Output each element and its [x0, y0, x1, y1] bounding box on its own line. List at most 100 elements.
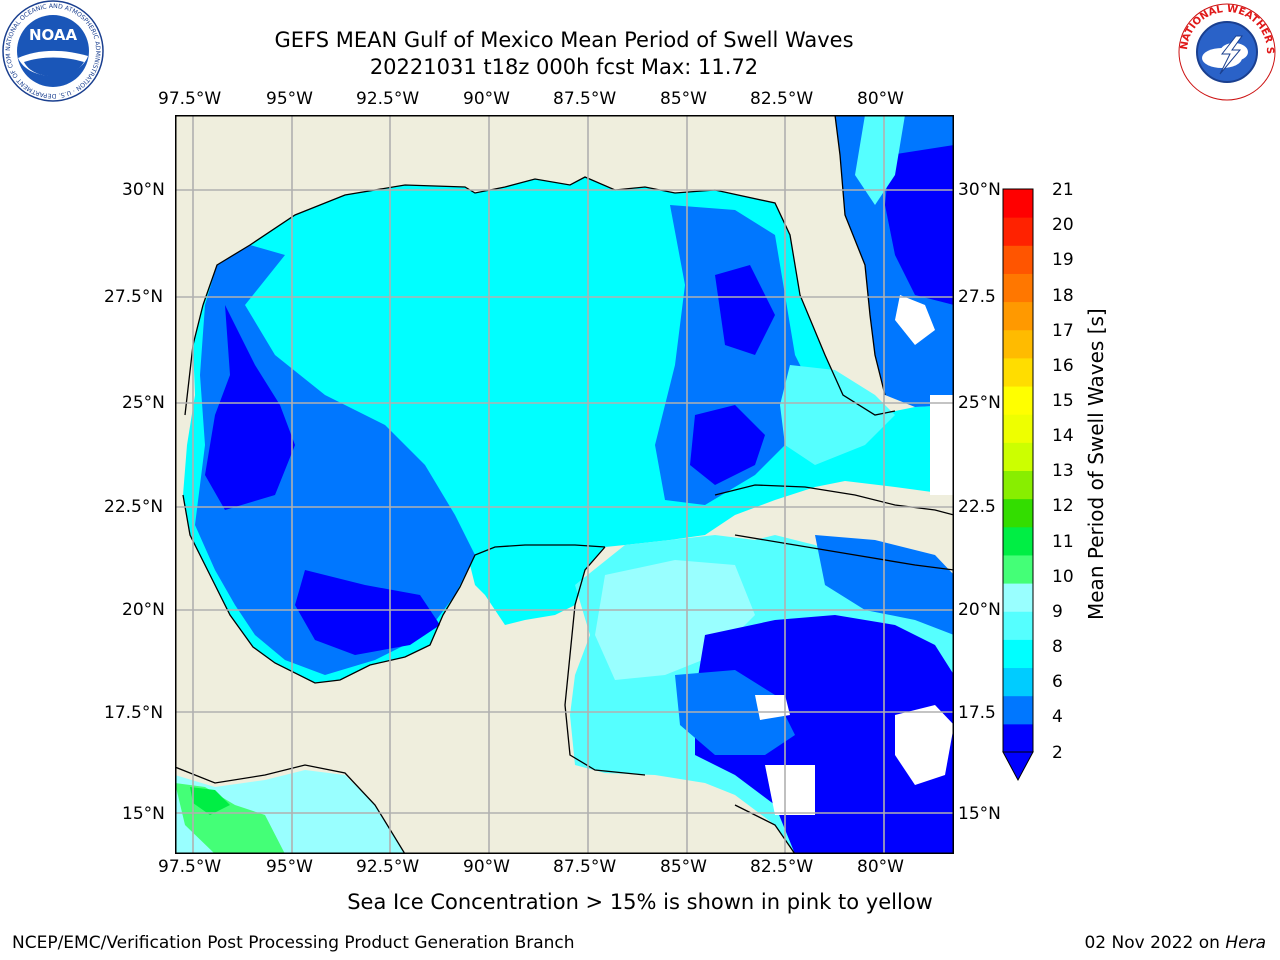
nws-logo: NATIONAL WEATHER SERVICE	[1176, 2, 1276, 101]
lon-tick-bottom: 97.5°W	[158, 857, 222, 877]
colorbar-tick: 13	[1052, 461, 1074, 481]
gulf-map	[175, 115, 954, 854]
colorbar-band	[1003, 639, 1033, 669]
no-data	[895, 295, 935, 345]
lat-tick-left: 30°N	[122, 180, 165, 200]
lat-tick-right: 27.5	[958, 287, 996, 307]
colorbar-tick: 18	[1052, 286, 1074, 306]
colorbar-band	[1003, 217, 1033, 246]
no-data	[895, 705, 954, 785]
colorbar-tick: 14	[1052, 426, 1074, 446]
colorbar-band	[1003, 583, 1033, 612]
map-frame	[175, 115, 954, 854]
colorbar-tick: 12	[1052, 496, 1074, 516]
lon-tick-top: 95°W	[266, 89, 313, 109]
no-data	[755, 695, 790, 720]
colorbar-tick: 8	[1052, 637, 1063, 657]
sea-ice-note: Sea Ice Concentration > 15% is shown in …	[347, 890, 933, 914]
lon-tick-bottom: 95°W	[266, 857, 313, 877]
swell-band-2-4	[885, 145, 954, 305]
colorbar-band	[1003, 695, 1033, 725]
noaa-logo: NATIONAL OCEANIC AND ATMOSPHERIC ADMINIS…	[2, 0, 104, 102]
lat-tick-left: 15°N	[122, 804, 165, 824]
colorbar-band	[1003, 611, 1033, 640]
colorbar-tick: 10	[1052, 567, 1074, 587]
footer-machine: Hera	[1225, 933, 1266, 953]
colorbar-frame	[1002, 188, 1034, 753]
swell-band-11-12	[190, 787, 230, 815]
lon-tick-bottom: 80°W	[857, 857, 904, 877]
lat-tick-right: 30°N	[958, 180, 1001, 200]
lon-tick-bottom: 82.5°W	[750, 857, 814, 877]
colorbar-label: Mean Period of Swell Waves [s]	[1084, 308, 1108, 620]
colorbar-tick: 2	[1052, 743, 1063, 763]
colorbar-band	[1003, 329, 1033, 359]
svg-text:NOAA: NOAA	[29, 26, 78, 44]
chart-title: GEFS MEAN Gulf of Mexico Mean Period of …	[274, 28, 854, 52]
lon-tick-top: 87.5°W	[553, 89, 617, 109]
colorbar-tick: 6	[1052, 672, 1063, 692]
lon-tick-bottom: 85°W	[660, 857, 707, 877]
lon-tick-top: 92.5°W	[356, 89, 420, 109]
swell-band-2-4	[690, 405, 765, 485]
lon-tick-top: 82.5°W	[750, 89, 814, 109]
colorbar-tick: 9	[1052, 602, 1063, 622]
colorbar-tick: 16	[1052, 356, 1074, 376]
lon-tick-top: 80°W	[857, 89, 904, 109]
lat-tick-right: 17.5	[958, 703, 996, 723]
colorbar-extend-arrow	[1002, 751, 1034, 782]
swell-band-4-6	[195, 245, 475, 675]
lat-tick-right: 25°N	[958, 393, 1001, 413]
lon-tick-bottom: 92.5°W	[356, 857, 420, 877]
colorbar-tick: 11	[1052, 532, 1074, 552]
swell-band-6-8	[855, 115, 905, 205]
lon-tick-top: 90°W	[463, 89, 510, 109]
colorbar-band	[1003, 526, 1033, 556]
lon-tick-bottom: 87.5°W	[553, 857, 617, 877]
colorbar-band	[1003, 498, 1033, 528]
colorbar-band	[1003, 357, 1033, 387]
footer-date: 02 Nov 2022 on Hera	[1084, 933, 1266, 953]
lat-tick-left: 25°N	[122, 393, 165, 413]
colorbar-band	[1003, 414, 1033, 443]
colorbar-band	[1003, 667, 1033, 697]
chart-subtitle: 20221031 t18z 000h fcst Max: 11.72	[369, 55, 759, 79]
swell-band-2-4	[205, 305, 295, 510]
colorbar-band	[1003, 386, 1033, 415]
lat-tick-right: 15°N	[958, 804, 1001, 824]
colorbar-band	[1003, 470, 1033, 500]
lat-tick-right: 22.5	[958, 497, 996, 517]
colorbar-tick: 19	[1052, 250, 1074, 270]
colorbar-band	[1003, 273, 1033, 303]
colorbar-tick: 4	[1052, 707, 1063, 727]
no-data	[765, 765, 815, 815]
colorbar-band	[1003, 189, 1033, 218]
lon-tick-top: 97.5°W	[158, 89, 222, 109]
lon-tick-top: 85°W	[660, 89, 707, 109]
footer-date-text: 02 Nov 2022 on	[1084, 933, 1220, 953]
swell-band-2-4	[295, 570, 440, 655]
colorbar-tick: 21	[1052, 180, 1074, 200]
colorbar-tick: 20	[1052, 215, 1074, 235]
lat-tick-left: 20°N	[122, 600, 165, 620]
colorbar-band	[1003, 554, 1033, 584]
lon-tick-bottom: 90°W	[463, 857, 510, 877]
colorbar-bands	[1003, 189, 1033, 753]
swell-band-2-4	[715, 265, 775, 355]
lat-tick-right: 20°N	[958, 600, 1001, 620]
colorbar	[1002, 188, 1034, 782]
lat-tick-left: 27.5°N	[104, 287, 164, 307]
footer-credit: NCEP/EMC/Verification Post Processing Pr…	[12, 933, 575, 953]
swell-band-6-8	[780, 365, 895, 465]
graticule	[175, 115, 954, 854]
colorbar-tick: 17	[1052, 321, 1074, 341]
lat-tick-left: 17.5°N	[104, 703, 164, 723]
colorbar-band	[1003, 723, 1033, 753]
lat-tick-left: 22.5°N	[104, 497, 164, 517]
no-data	[930, 395, 954, 495]
colorbar-band	[1003, 245, 1033, 274]
colorbar-tick: 15	[1052, 391, 1074, 411]
swell-band-2-4	[695, 615, 954, 854]
colorbar-band	[1003, 301, 1033, 331]
